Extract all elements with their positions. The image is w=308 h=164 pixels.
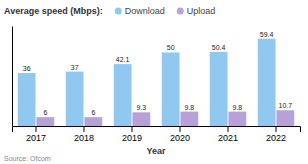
legend-swatch (177, 8, 184, 15)
bar (132, 112, 150, 126)
legend-label: Upload (187, 6, 216, 16)
legend-label: Download (125, 6, 165, 16)
y-axis-line (12, 27, 13, 127)
x-tick: 2022 (266, 126, 286, 143)
bar (84, 117, 102, 126)
bars (18, 39, 295, 126)
data-label: 9.3 (136, 104, 146, 111)
x-tick-mark (276, 126, 277, 132)
x-tick-label: 2020 (170, 133, 190, 143)
bar (114, 64, 132, 126)
x-tick-mark (36, 126, 37, 132)
x-tick-mark (132, 126, 133, 132)
data-label: 50.4 (212, 44, 226, 51)
x-axis: 2017 2018 2019 2020 2021 2022 (13, 126, 301, 143)
y-axis (12, 27, 13, 127)
data-labels: 36 37 42.1 50 50.4 59.4 6 6 9.3 9.8 9.8 10.7 (23, 31, 293, 117)
x-tick-label: 2022 (266, 133, 286, 143)
x-tick: 2019 (122, 126, 142, 143)
data-label: 10.7 (279, 102, 293, 109)
legend: Download Upload (115, 6, 216, 16)
data-label: 42.1 (116, 56, 130, 63)
bar (162, 52, 180, 126)
data-label: 9.8 (184, 104, 194, 111)
legend-swatch (115, 8, 122, 15)
bar (36, 117, 54, 126)
bar (18, 73, 36, 126)
x-tick-label: 2021 (218, 133, 238, 143)
x-tick: 2017 (26, 126, 46, 143)
bar-series (18, 39, 276, 126)
bar (276, 110, 294, 126)
x-axis-title: Year (146, 146, 166, 156)
data-label: 9.8 (232, 104, 242, 111)
x-axis-line (13, 127, 301, 133)
bar (66, 72, 84, 126)
data-label: 37 (71, 64, 79, 71)
x-tick-mark (84, 126, 85, 132)
bar-series (36, 110, 294, 126)
x-tick: 2021 (218, 126, 238, 143)
x-tick-label: 2018 (74, 133, 94, 143)
data-label: 6 (91, 109, 95, 116)
data-label: 59.4 (260, 31, 274, 38)
x-tick-mark (180, 126, 181, 132)
bar (228, 112, 246, 126)
annotation: Source: Ofcom (4, 155, 51, 162)
x-tick-label: 2019 (122, 133, 142, 143)
data-label: 50 (167, 44, 175, 51)
data-label: 36 (23, 65, 31, 72)
x-tick: 2018 (74, 126, 94, 143)
title: Average speed (Mbps): (4, 6, 103, 16)
chart-container: 2017 2018 2019 2020 2021 2022 36 37 42.1 50 50.4 59… (0, 0, 308, 164)
chart: 2017 2018 2019 2020 2021 2022 36 37 42.1 50 50.4 59… (0, 0, 308, 164)
x-tick: 2020 (170, 126, 190, 143)
x-tick-mark (228, 126, 229, 132)
bar (210, 52, 228, 126)
x-tick-label: 2017 (26, 133, 46, 143)
bar (180, 112, 198, 126)
bar (258, 39, 276, 126)
data-label: 6 (43, 109, 47, 116)
